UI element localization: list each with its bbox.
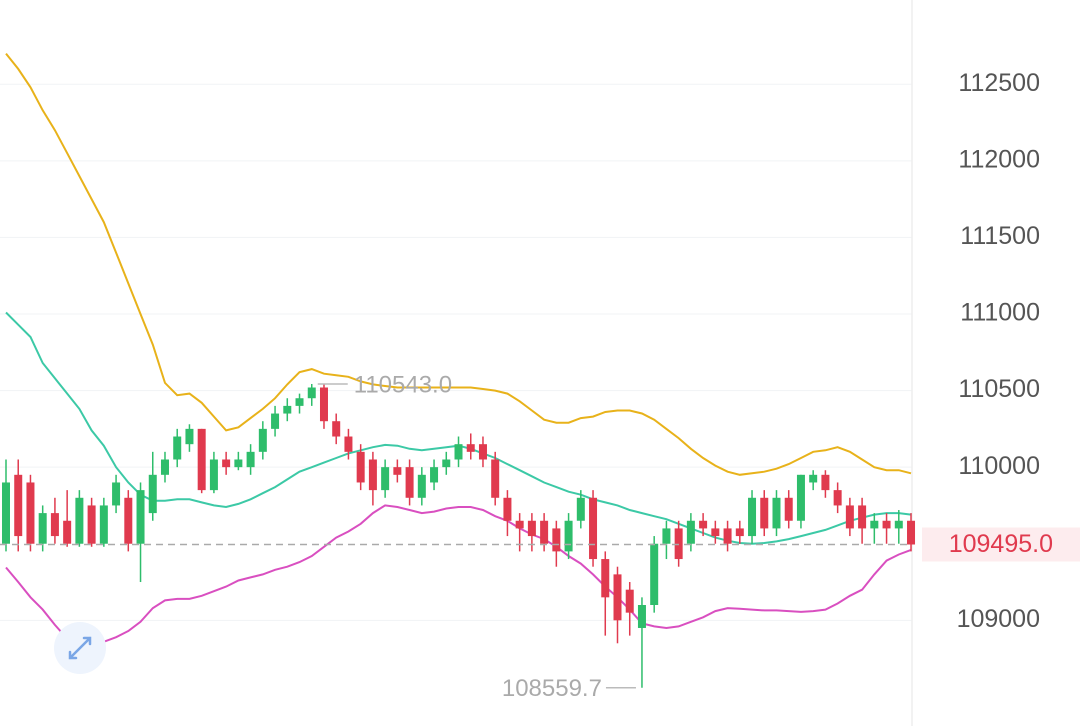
candle-body	[99, 505, 108, 544]
candle-body	[833, 490, 842, 506]
candle-body	[393, 467, 402, 475]
bollinger-bands	[5, 52, 912, 645]
candle-body	[234, 459, 243, 468]
candle-body	[466, 444, 475, 452]
candle-body	[882, 520, 891, 529]
y-tick-label: 112000	[958, 145, 1040, 173]
y-tick-label: 109000	[957, 605, 1040, 633]
candle-body	[735, 528, 744, 537]
y-tick-label: 112500	[958, 69, 1040, 97]
candle-body	[173, 436, 182, 460]
grid	[0, 83, 912, 621]
candle-body	[760, 497, 769, 529]
candle-body	[124, 497, 133, 544]
candle-body	[344, 436, 353, 452]
candle-body	[821, 474, 830, 491]
candle-body	[613, 574, 622, 621]
candle-body	[87, 505, 96, 544]
candle-body	[332, 421, 341, 437]
candle-body	[185, 428, 194, 445]
candle-body	[478, 444, 487, 460]
candle-body	[674, 528, 683, 560]
candle-body	[907, 520, 916, 545]
candle-body	[576, 497, 585, 521]
candle-body	[136, 490, 145, 544]
candle-body	[796, 474, 805, 521]
expand-icon[interactable]	[68, 636, 92, 660]
candle-body	[112, 482, 121, 506]
candle-body	[405, 467, 414, 498]
candle-body	[50, 513, 59, 537]
candle-body	[894, 520, 903, 529]
candle-body	[2, 482, 10, 544]
candle-body	[527, 520, 536, 537]
candle-body	[650, 543, 659, 605]
candle-body	[38, 513, 47, 544]
candle-body	[503, 497, 512, 521]
last-price-bg	[922, 527, 1080, 562]
candle-body	[75, 497, 84, 544]
candles	[2, 383, 916, 688]
candle-body	[699, 520, 708, 529]
labels: 109000 110000 110500 111000 111500 112000 1125…	[0, 69, 1080, 726]
candle-body	[356, 451, 365, 483]
y-tick-label: 111000	[960, 299, 1040, 327]
candle-body	[686, 520, 695, 544]
x-tick-label: 08:00	[609, 723, 672, 726]
candle-body	[63, 520, 72, 544]
y-tick-label: 111500	[960, 222, 1040, 250]
candle-body	[246, 451, 255, 468]
candle-body	[430, 467, 439, 483]
band-line	[5, 504, 912, 645]
candle-body	[564, 520, 573, 552]
candle-body	[637, 605, 646, 628]
candle-body	[589, 497, 598, 560]
candle-body	[222, 459, 231, 468]
band-line	[5, 52, 912, 476]
candle-body	[271, 413, 280, 429]
candle-body	[14, 474, 23, 537]
candle-body	[295, 398, 304, 406]
candle-body	[784, 497, 793, 521]
candle-body	[723, 528, 732, 544]
candle-body	[748, 497, 757, 537]
candle-body	[515, 520, 524, 529]
expand-button[interactable]	[54, 622, 106, 674]
x-tick-label: 00:00	[179, 723, 242, 726]
candle-body	[540, 520, 549, 544]
candle-body	[417, 474, 426, 498]
y-tick-label: 110000	[958, 452, 1040, 480]
candle-body	[845, 505, 854, 529]
last-price-label: 109495.0	[949, 530, 1053, 558]
candle-body	[662, 528, 671, 544]
candle-body	[772, 497, 781, 529]
candle-body	[454, 444, 463, 460]
candle-body	[381, 467, 390, 491]
candle-body	[258, 428, 267, 452]
candle-body	[319, 387, 328, 422]
candle-body	[601, 559, 610, 598]
candle-body	[26, 482, 35, 544]
candle-body	[148, 474, 157, 514]
candle-body	[442, 459, 451, 468]
high-label: 110543.0	[354, 371, 452, 398]
candle-body	[858, 505, 867, 529]
candle-body	[197, 428, 206, 491]
candle-body	[160, 459, 169, 475]
candle-body	[368, 459, 377, 491]
candle-body	[625, 589, 634, 613]
candle-body	[870, 520, 879, 529]
low-label: 108559.7	[502, 675, 602, 702]
candle-body	[283, 405, 292, 414]
candle-body	[209, 459, 218, 491]
y-tick-label: 110500	[958, 375, 1040, 403]
candle-body	[809, 474, 818, 483]
candle-body	[711, 528, 720, 537]
candle-body	[307, 387, 316, 399]
candle-body	[491, 459, 500, 498]
candle-body	[552, 528, 561, 552]
